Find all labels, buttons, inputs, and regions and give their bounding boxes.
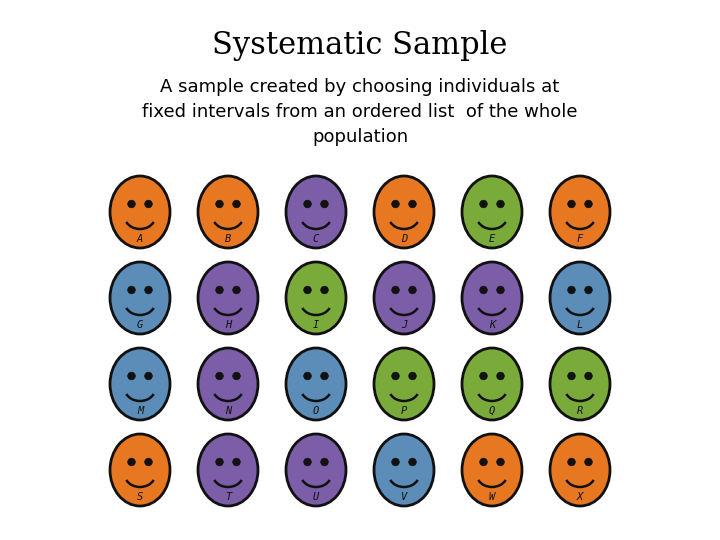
Text: X: X (577, 492, 583, 502)
Circle shape (480, 458, 487, 466)
Circle shape (145, 458, 153, 466)
Circle shape (145, 200, 153, 208)
Circle shape (320, 458, 328, 466)
Text: Systematic Sample: Systematic Sample (212, 30, 508, 61)
Ellipse shape (374, 348, 434, 420)
Text: N: N (225, 406, 231, 416)
Ellipse shape (374, 262, 434, 334)
Text: O: O (313, 406, 319, 416)
Circle shape (409, 286, 416, 294)
Circle shape (127, 200, 135, 208)
Circle shape (567, 286, 575, 294)
Text: S: S (137, 492, 143, 502)
Ellipse shape (550, 262, 610, 334)
Text: A sample created by choosing individuals at
fixed intervals from an ordered list: A sample created by choosing individuals… (143, 78, 577, 146)
Circle shape (216, 286, 223, 294)
Circle shape (392, 286, 400, 294)
Text: E: E (489, 234, 495, 244)
Circle shape (480, 286, 487, 294)
Circle shape (409, 458, 416, 466)
Circle shape (320, 200, 328, 208)
Text: V: V (401, 492, 407, 502)
Ellipse shape (550, 434, 610, 506)
Text: I: I (313, 320, 319, 330)
Circle shape (392, 372, 400, 380)
Ellipse shape (286, 348, 346, 420)
Circle shape (216, 458, 223, 466)
Circle shape (233, 200, 240, 208)
Circle shape (127, 372, 135, 380)
Text: H: H (225, 320, 231, 330)
Text: F: F (577, 234, 583, 244)
Text: U: U (313, 492, 319, 502)
Circle shape (320, 372, 328, 380)
Circle shape (585, 458, 593, 466)
Ellipse shape (374, 176, 434, 248)
Circle shape (145, 286, 153, 294)
Circle shape (233, 458, 240, 466)
Ellipse shape (374, 434, 434, 506)
Circle shape (304, 372, 311, 380)
Circle shape (497, 286, 504, 294)
Text: K: K (489, 320, 495, 330)
Text: R: R (577, 406, 583, 416)
Text: B: B (225, 234, 231, 244)
Circle shape (497, 372, 504, 380)
Ellipse shape (462, 176, 522, 248)
Circle shape (216, 372, 223, 380)
Ellipse shape (462, 348, 522, 420)
Ellipse shape (286, 176, 346, 248)
Circle shape (304, 286, 311, 294)
Ellipse shape (110, 176, 170, 248)
Circle shape (392, 458, 400, 466)
Ellipse shape (110, 434, 170, 506)
Ellipse shape (198, 176, 258, 248)
Circle shape (497, 458, 504, 466)
Text: T: T (225, 492, 231, 502)
Circle shape (480, 372, 487, 380)
Text: D: D (401, 234, 407, 244)
Circle shape (567, 372, 575, 380)
Ellipse shape (198, 434, 258, 506)
Circle shape (145, 372, 153, 380)
Circle shape (304, 200, 311, 208)
Circle shape (233, 372, 240, 380)
Ellipse shape (110, 348, 170, 420)
Text: P: P (401, 406, 407, 416)
Circle shape (216, 200, 223, 208)
Circle shape (585, 200, 593, 208)
Circle shape (567, 458, 575, 466)
Circle shape (320, 286, 328, 294)
Text: M: M (137, 406, 143, 416)
Circle shape (409, 372, 416, 380)
Circle shape (497, 200, 504, 208)
Text: A: A (137, 234, 143, 244)
Text: G: G (137, 320, 143, 330)
Circle shape (127, 458, 135, 466)
Text: J: J (401, 320, 407, 330)
Circle shape (585, 372, 593, 380)
Ellipse shape (462, 262, 522, 334)
Ellipse shape (286, 262, 346, 334)
Circle shape (233, 286, 240, 294)
Ellipse shape (110, 262, 170, 334)
Circle shape (127, 286, 135, 294)
Circle shape (392, 200, 400, 208)
Ellipse shape (550, 348, 610, 420)
Ellipse shape (462, 434, 522, 506)
Circle shape (409, 200, 416, 208)
Circle shape (567, 200, 575, 208)
Ellipse shape (198, 262, 258, 334)
Text: W: W (489, 492, 495, 502)
Text: Q: Q (489, 406, 495, 416)
Text: C: C (313, 234, 319, 244)
Ellipse shape (550, 176, 610, 248)
Circle shape (480, 200, 487, 208)
Ellipse shape (286, 434, 346, 506)
Text: L: L (577, 320, 583, 330)
Circle shape (304, 458, 311, 466)
Circle shape (585, 286, 593, 294)
Ellipse shape (198, 348, 258, 420)
